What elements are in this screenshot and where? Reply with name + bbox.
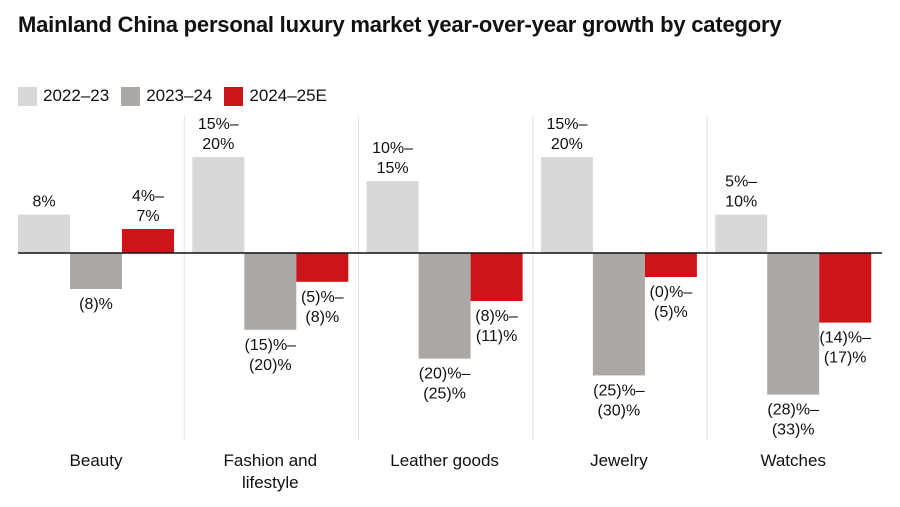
data-label: 15%	[377, 160, 409, 177]
bar-2022–23	[192, 157, 245, 253]
data-label: 15%–	[198, 116, 239, 133]
bar-2024–25E	[644, 253, 697, 277]
data-label: (20)%–	[419, 366, 471, 383]
category-label: Leather goods	[390, 451, 499, 470]
legend-item: 2024–25E	[224, 86, 327, 106]
data-label: 5%–	[725, 174, 757, 191]
data-label: (17)%	[824, 350, 867, 367]
data-label: (14)%–	[819, 330, 871, 347]
legend-item: 2022–23	[18, 86, 109, 106]
category-label: lifestyle	[242, 473, 299, 492]
category-label: Jewelry	[590, 451, 648, 470]
data-label: 15%–	[546, 116, 587, 133]
bar-2022–23	[18, 214, 70, 253]
legend-item: 2023–24	[121, 86, 212, 106]
data-label: (28)%–	[767, 402, 819, 419]
chart-title: Mainland China personal luxury market ye…	[18, 12, 782, 37]
data-label: 20%	[551, 136, 583, 153]
data-label: (5)%–	[301, 289, 344, 306]
data-label: (30)%	[598, 402, 641, 419]
bar-2024–25E	[819, 253, 872, 323]
legend-label: 2024–25E	[249, 86, 327, 105]
bar-2023–24	[418, 253, 471, 359]
data-label: (8)%	[79, 296, 113, 313]
bar-2024–25E	[122, 229, 174, 253]
data-label: (33)%	[772, 422, 815, 439]
data-label: 20%	[202, 136, 234, 153]
legend-label: 2022–23	[43, 86, 110, 105]
bar-2022–23	[540, 157, 593, 253]
data-label: 10%–	[372, 140, 413, 157]
legend-swatch	[224, 86, 244, 106]
data-label: (8)%–	[475, 308, 518, 325]
data-label: 4%–	[132, 188, 164, 205]
category-label: Watches	[760, 451, 826, 470]
bar-2022–23	[366, 181, 419, 253]
bar-2024–25E	[296, 253, 349, 282]
legend-label: 2023–24	[146, 86, 213, 105]
data-label: (25)%–	[593, 382, 645, 399]
bar-2022–23	[715, 214, 768, 253]
data-label: (15)%–	[245, 337, 297, 354]
legend: 2022–23 2023–24 2024–25E	[18, 86, 339, 106]
data-label: 10%	[725, 194, 757, 211]
data-label: 8%	[32, 194, 55, 211]
data-label: (8)%	[305, 309, 339, 326]
data-label: 7%	[136, 208, 159, 225]
category-label: Fashion and	[224, 451, 318, 470]
bar-2024–25E	[470, 253, 523, 301]
legend-swatch	[18, 86, 37, 106]
category-label: Beauty	[70, 451, 123, 470]
bar-2023–24	[70, 253, 122, 289]
legend-swatch	[121, 86, 141, 106]
data-label: (0)%–	[650, 284, 693, 301]
data-label: (20)%	[249, 357, 292, 374]
data-label: (25)%	[423, 386, 466, 403]
bar-2023–24	[592, 253, 645, 376]
data-label: (5)%	[654, 304, 688, 321]
data-label: (11)%	[476, 328, 518, 345]
bar-2023–24	[244, 253, 297, 330]
bar-2023–24	[767, 253, 820, 395]
